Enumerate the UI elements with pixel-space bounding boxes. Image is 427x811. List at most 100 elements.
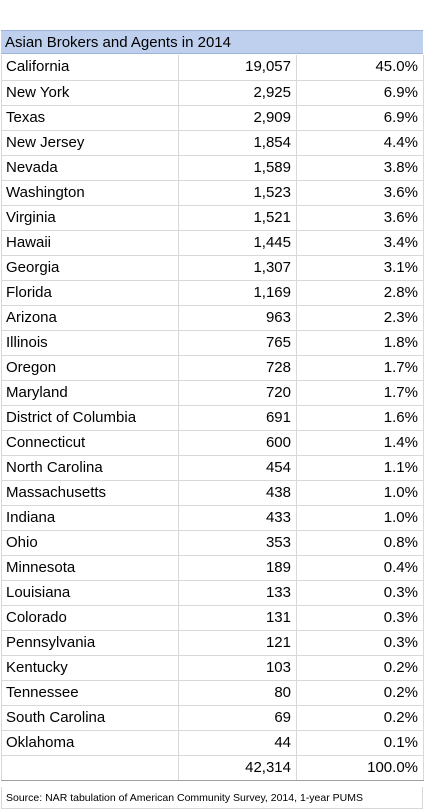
state-cell: District of Columbia: [1, 405, 179, 431]
state-cell: Florida: [1, 280, 179, 306]
count-cell: 728: [178, 355, 297, 381]
share-cell: 4.4%: [296, 130, 424, 156]
state-cell: Connecticut: [1, 430, 179, 456]
share-cell: 0.3%: [296, 580, 424, 606]
count-cell: 691: [178, 405, 297, 431]
count-cell: 19,057: [178, 55, 297, 81]
state-cell: Nevada: [1, 155, 179, 181]
count-cell: 2,925: [178, 80, 297, 106]
table-row: Oregon 728 1.7%: [1, 355, 424, 381]
share-cell: 3.4%: [296, 230, 424, 256]
table-row: Virginia 1,521 3.6%: [1, 205, 424, 231]
share-cell: 1.7%: [296, 380, 424, 406]
share-cell: 0.8%: [296, 530, 424, 556]
state-cell: Arizona: [1, 305, 179, 331]
count-cell: 1,445: [178, 230, 297, 256]
count-cell: 963: [178, 305, 297, 331]
table-title: Asian Brokers and Agents in 2014: [1, 30, 423, 54]
share-cell: 2.8%: [296, 280, 424, 306]
state-cell: New York: [1, 80, 179, 106]
state-cell: Oregon: [1, 355, 179, 381]
table-row: Ohio 353 0.8%: [1, 530, 424, 556]
state-cell: [1, 755, 179, 781]
share-cell: 1.4%: [296, 430, 424, 456]
state-cell: Hawaii: [1, 230, 179, 256]
count-cell: 765: [178, 330, 297, 356]
table-row: Arizona 963 2.3%: [1, 305, 424, 331]
share-cell: 3.6%: [296, 205, 424, 231]
table-row: Louisiana 133 0.3%: [1, 580, 424, 606]
count-cell: 44: [178, 730, 297, 756]
total-row: 42,314 100.0%: [1, 755, 424, 781]
state-cell: Massachusetts: [1, 480, 179, 506]
state-cell: Colorado: [1, 605, 179, 631]
count-cell: 1,521: [178, 205, 297, 231]
share-cell: 45.0%: [296, 55, 424, 81]
table-row: Indiana 433 1.0%: [1, 505, 424, 531]
table-row: Connecticut 600 1.4%: [1, 430, 424, 456]
table-row: New Jersey 1,854 4.4%: [1, 130, 424, 156]
table-row: Oklahoma 44 0.1%: [1, 730, 424, 756]
table-row: Texas 2,909 6.9%: [1, 105, 424, 131]
share-cell: 0.2%: [296, 655, 424, 681]
state-cell: Louisiana: [1, 580, 179, 606]
share-cell: 0.2%: [296, 680, 424, 706]
table-row: Tennessee 80 0.2%: [1, 680, 424, 706]
state-cell: Illinois: [1, 330, 179, 356]
table-row: Kentucky 103 0.2%: [1, 655, 424, 681]
state-cell: Ohio: [1, 530, 179, 556]
count-cell: 131: [178, 605, 297, 631]
table-row: Illinois 765 1.8%: [1, 330, 424, 356]
state-cell: New Jersey: [1, 130, 179, 156]
count-cell: 103: [178, 655, 297, 681]
count-cell: 438: [178, 480, 297, 506]
table-row: Nevada 1,589 3.8%: [1, 155, 424, 181]
table-row: Pennsylvania 121 0.3%: [1, 630, 424, 656]
share-cell: 1.7%: [296, 355, 424, 381]
state-cell: North Carolina: [1, 455, 179, 481]
count-cell: 454: [178, 455, 297, 481]
share-cell: 1.6%: [296, 405, 424, 431]
state-cell: Tennessee: [1, 680, 179, 706]
share-cell: 3.8%: [296, 155, 424, 181]
share-cell: 1.1%: [296, 455, 424, 481]
table-row: Maryland 720 1.7%: [1, 380, 424, 406]
share-cell: 0.2%: [296, 705, 424, 731]
count-cell: 133: [178, 580, 297, 606]
state-cell: Washington: [1, 180, 179, 206]
count-cell: 69: [178, 705, 297, 731]
count-cell: 121: [178, 630, 297, 656]
table-body: California 19,057 45.0% New York 2,925 6.9% Te…: [1, 55, 424, 781]
state-cell: Kentucky: [1, 655, 179, 681]
share-cell: 0.3%: [296, 605, 424, 631]
table-row: South Carolina 69 0.2%: [1, 705, 424, 731]
share-cell: 1.8%: [296, 330, 424, 356]
share-cell: 6.9%: [296, 105, 424, 131]
count-cell: 42,314: [178, 755, 297, 781]
share-cell: 6.9%: [296, 80, 424, 106]
state-cell: Oklahoma: [1, 730, 179, 756]
count-cell: 1,854: [178, 130, 297, 156]
state-cell: Pennsylvania: [1, 630, 179, 656]
source-note: Source: NAR tabulation of American Commu…: [1, 787, 423, 809]
count-cell: 1,307: [178, 255, 297, 281]
share-cell: 0.1%: [296, 730, 424, 756]
state-cell: Maryland: [1, 380, 179, 406]
count-cell: 720: [178, 380, 297, 406]
count-cell: 433: [178, 505, 297, 531]
table-row: Georgia 1,307 3.1%: [1, 255, 424, 281]
share-cell: 1.0%: [296, 480, 424, 506]
table-row: Minnesota 189 0.4%: [1, 555, 424, 581]
share-cell: 3.6%: [296, 180, 424, 206]
state-cell: Texas: [1, 105, 179, 131]
state-cell: Minnesota: [1, 555, 179, 581]
count-cell: 1,523: [178, 180, 297, 206]
state-cell: California: [1, 55, 179, 81]
table-row: Florida 1,169 2.8%: [1, 280, 424, 306]
count-cell: 189: [178, 555, 297, 581]
share-cell: 1.0%: [296, 505, 424, 531]
share-cell: 2.3%: [296, 305, 424, 331]
state-cell: Georgia: [1, 255, 179, 281]
count-cell: 80: [178, 680, 297, 706]
